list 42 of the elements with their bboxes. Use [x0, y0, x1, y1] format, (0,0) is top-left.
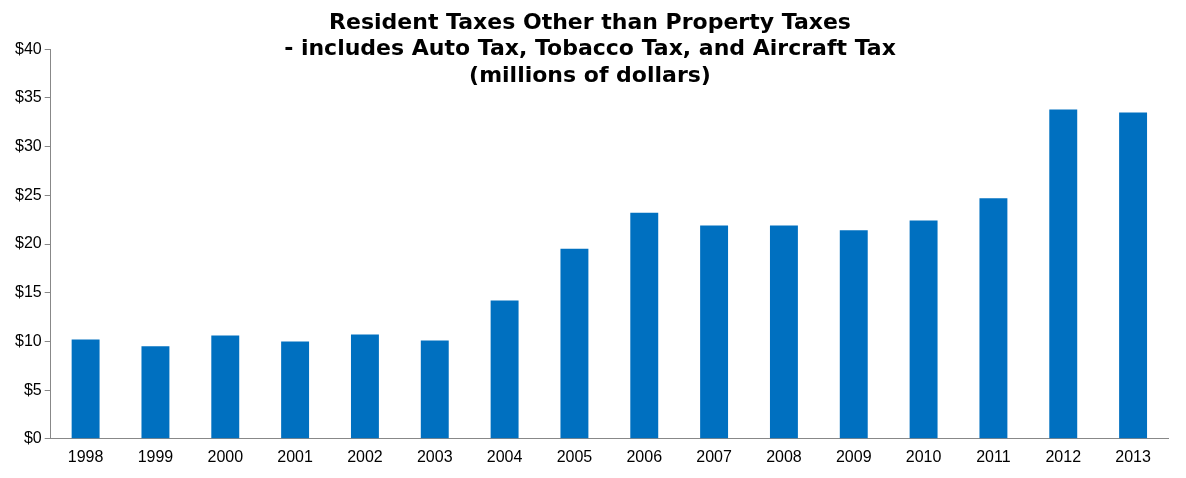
- y-tick-label: $35: [14, 88, 42, 106]
- y-tick-label: $10: [14, 331, 42, 349]
- bar: [700, 225, 729, 439]
- y-tick-label: $25: [14, 185, 42, 203]
- y-tick-label: $40: [14, 39, 42, 57]
- bar: [490, 300, 519, 439]
- bar: [769, 225, 798, 439]
- x-tick-label: 2011: [976, 447, 1011, 465]
- y-tick-label: $20: [14, 234, 42, 252]
- x-tick-label: 2006: [626, 447, 663, 465]
- x-tick-label: 2009: [835, 447, 872, 465]
- bar: [979, 198, 1008, 439]
- bar: [560, 248, 589, 439]
- x-tick-label: 2004: [486, 447, 523, 465]
- bar: [420, 340, 449, 439]
- bar: [211, 335, 240, 439]
- bar: [839, 230, 868, 439]
- bar: [1119, 112, 1148, 439]
- x-tick-label: 2008: [766, 447, 802, 465]
- x-tick-label: 1999: [137, 447, 174, 465]
- y-tick-label: $30: [14, 137, 42, 155]
- bar: [350, 334, 379, 439]
- x-tick-label: 2005: [556, 447, 593, 465]
- bar: [1049, 109, 1078, 439]
- x-tick-label: 2007: [696, 447, 732, 465]
- bar: [71, 339, 100, 439]
- bar: [909, 220, 938, 439]
- x-tick-label: 1998: [67, 447, 104, 465]
- x-tick-label: 2003: [416, 447, 453, 465]
- x-tick-label: 2013: [1115, 447, 1151, 465]
- x-tick-label: 2010: [905, 447, 942, 465]
- y-tick-label: $5: [23, 380, 42, 398]
- x-tick-label: 2001: [277, 447, 313, 465]
- bar: [630, 212, 659, 439]
- chart-title: Resident Taxes Other than Property Taxes - includes Auto Tax, Tobacco Tax, and Aircraft Tax (millions of dollars): [284, 8, 896, 87]
- bar: [141, 346, 170, 439]
- y-tick-label: $0: [23, 429, 42, 447]
- x-tick-label: 2000: [207, 447, 244, 465]
- x-tick-label: 2002: [347, 447, 383, 465]
- x-tick-label: 2012: [1045, 447, 1082, 465]
- y-tick-label: $15: [14, 283, 42, 301]
- bar: [281, 341, 310, 439]
